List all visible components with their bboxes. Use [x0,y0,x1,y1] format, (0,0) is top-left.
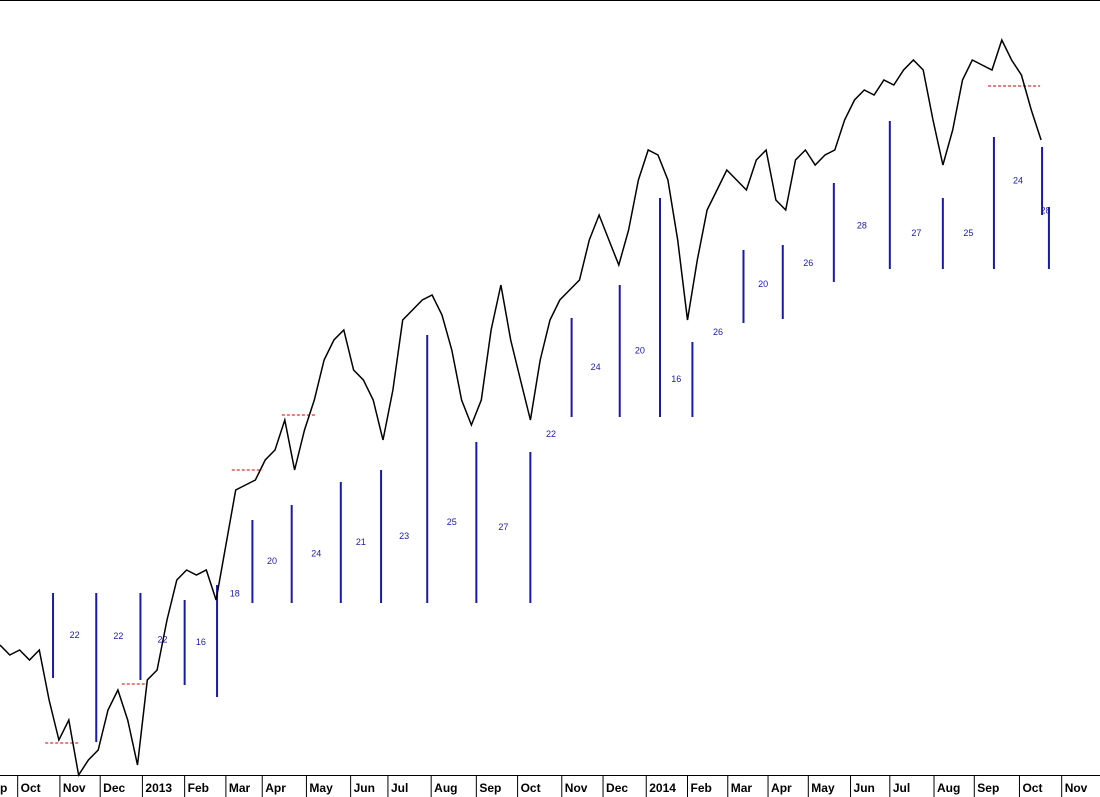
x-tick-label: Sep [977,781,999,795]
x-tick-label: Dec [606,781,628,795]
cycle-label: 26 [803,258,813,268]
x-tick-label: Jul [391,781,408,795]
cycle-label: 28 [857,220,867,230]
x-tick-label: Aug [434,781,457,795]
x-tick-label: Oct [521,781,541,795]
cycle-label: 22 [546,429,556,439]
cycle-label: 23 [399,531,409,541]
x-tick-label: Oct [1022,781,1042,795]
x-tick-label: Nov [63,781,86,795]
x-tick-label: Oct [21,781,41,795]
x-tick-label: Apr [771,781,792,795]
x-tick-label: Dec [103,781,125,795]
cycle-label: 25 [963,228,973,238]
x-tick-label: 2014 [649,781,676,795]
x-tick-label: p [0,781,7,795]
x-tick-label: Jul [893,781,910,795]
cycle-label: 16 [196,637,206,647]
cycle-label: 20 [758,279,768,289]
cycle-label: 22 [113,631,123,641]
x-tick-label: Nov [1065,781,1088,795]
cycle-label: 22 [70,630,80,640]
x-tick-label: Jun [854,781,875,795]
x-tick-label: May [309,781,333,795]
x-tick-label: May [811,781,835,795]
cycle-label: 18 [230,588,240,598]
x-tick-label: Aug [937,781,960,795]
cycle-label: 28 [1040,205,1050,215]
x-tick-label: Feb [188,781,209,795]
x-tick-label: Sep [479,781,501,795]
cycle-label: 20 [267,556,277,566]
x-tick-label: Mar [731,781,753,795]
x-tick-label: Nov [565,781,588,795]
x-tick-label: Mar [229,781,251,795]
cycle-label: 24 [591,362,601,372]
x-tick-label: Feb [691,781,712,795]
cycle-label: 21 [356,537,366,547]
cycle-label: 26 [713,327,723,337]
x-tick-label: Jun [354,781,375,795]
cycle-label: 27 [911,228,921,238]
x-tick-label: Apr [265,781,286,795]
cycle-label: 16 [671,374,681,384]
cycle-label: 20 [635,345,645,355]
cycle-label: 27 [498,522,508,532]
cycle-label: 25 [447,517,457,527]
cycle-label: 24 [311,548,321,558]
cycle-label: 24 [1013,175,1023,185]
price-line [0,38,1042,777]
x-tick-label: 2013 [145,781,172,795]
